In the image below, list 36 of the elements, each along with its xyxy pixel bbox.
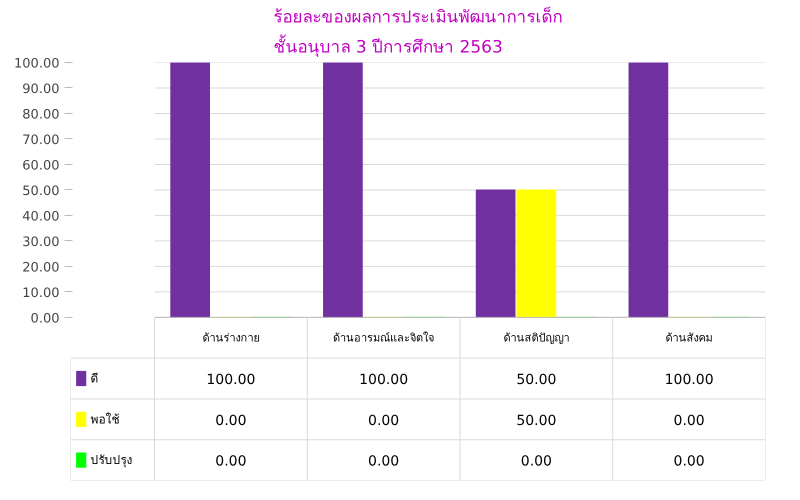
bar: [628, 62, 668, 318]
data-label: 0.00: [674, 454, 705, 470]
legend-label: พอใช้: [90, 412, 120, 426]
data-label: 0.00: [368, 454, 400, 470]
data-label: 50.00: [516, 372, 556, 388]
x-tick-label: ด้านอารมณ์และจิตใจ: [333, 331, 434, 344]
y-tick-label: 80.00: [22, 107, 60, 122]
data-label: 0.00: [368, 412, 400, 429]
x-tick-label: ด้านสติปัญญา: [503, 331, 570, 344]
data-label: 0.00: [520, 454, 552, 470]
bar: [170, 62, 210, 318]
data-label: 100.00: [664, 372, 714, 388]
x-tick-label: ด้านสังคม: [666, 331, 713, 344]
y-tick-label: 50.00: [22, 184, 60, 199]
bar: [476, 189, 516, 318]
chart-title: ร้อยละของผลการประเมินพัฒนาการเด็ก ชั้นอนุบาล 3 ปีการศึกษา 2563: [274, 6, 562, 58]
data-label: 100.00: [359, 372, 408, 388]
legend-label: ปรับปรุง: [90, 453, 132, 468]
bar: [516, 189, 556, 318]
data-label: 50.00: [516, 412, 556, 429]
y-tick-label: 40.00: [22, 209, 60, 224]
bar: [323, 62, 363, 318]
y-tick-label: 30.00: [22, 234, 60, 250]
y-tick-label: 70.00: [22, 132, 60, 148]
data-label: 0.00: [215, 412, 246, 429]
legend-label: ดี: [90, 372, 98, 386]
y-tick-label: 100.00: [14, 56, 60, 72]
data-label: 0.00: [215, 454, 246, 470]
y-tick-label: 20.00: [22, 260, 60, 276]
y-tick-label: 10.00: [22, 286, 60, 301]
y-tick-label: 60.00: [22, 158, 60, 174]
y-tick-label: 90.00: [22, 82, 60, 97]
data-label: 0.00: [674, 412, 705, 429]
data-label: 100.00: [206, 372, 256, 388]
y-tick-label: 0.00: [30, 311, 60, 326]
x-tick-label: ด้านร่างกาย: [202, 331, 260, 344]
